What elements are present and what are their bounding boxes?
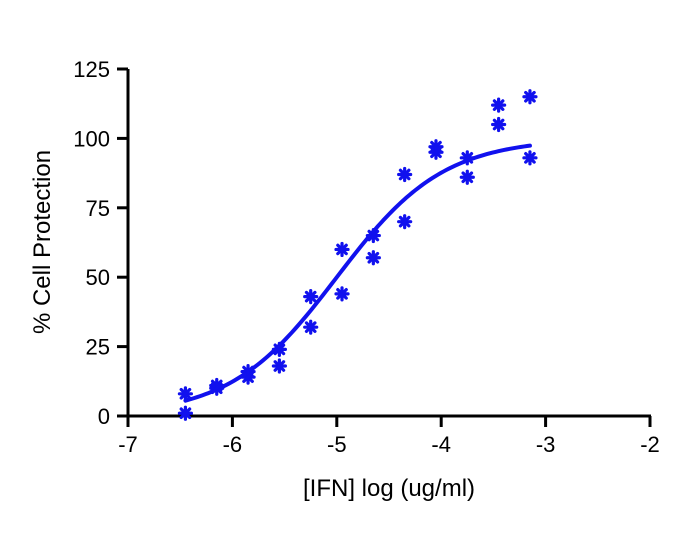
data-point: [365, 250, 381, 266]
y-tick-label: 100: [73, 126, 110, 151]
y-axis-label: % Cell Protection: [29, 150, 56, 334]
data-point: [209, 380, 225, 396]
data-point: [459, 169, 475, 185]
y-tick-label: 125: [73, 57, 110, 82]
data-point: [177, 386, 194, 402]
x-ticks: -7 -6 -5 -4 -3 -2: [118, 416, 660, 457]
y-tick-label: 0: [98, 404, 110, 429]
x-tick-label: -2: [640, 432, 660, 457]
data-point: [303, 319, 319, 335]
data-point: [522, 150, 538, 166]
y-tick-label: 50: [86, 265, 110, 290]
data-point: [491, 97, 507, 113]
data-point: [240, 369, 256, 385]
x-tick-label: -6: [223, 432, 243, 457]
data-point: [271, 358, 287, 374]
data-point: [303, 289, 319, 305]
data-point: [334, 286, 350, 302]
x-tick-label: -4: [431, 432, 451, 457]
data-point: [271, 341, 287, 357]
data-point: [428, 144, 444, 160]
y-tick-label: 75: [86, 196, 110, 221]
x-tick-label: -3: [536, 432, 556, 457]
data-point: [491, 116, 507, 133]
x-tick-label: -5: [327, 432, 347, 457]
data-point: [397, 166, 413, 183]
data-points: [177, 89, 538, 421]
y-tick-label: 25: [86, 335, 110, 360]
data-point: [334, 241, 350, 258]
axes: [126, 69, 651, 418]
x-axis-label: [IFN] log (ug/ml): [303, 475, 475, 502]
y-ticks: 0 25 50 75 100 125: [73, 57, 128, 429]
fit-curve: [183, 143, 532, 403]
data-point: [459, 150, 475, 166]
x-tick-label: -7: [118, 432, 138, 457]
data-point: [522, 89, 538, 105]
data-point: [365, 227, 381, 244]
data-point: [177, 405, 194, 421]
data-point: [397, 214, 413, 230]
